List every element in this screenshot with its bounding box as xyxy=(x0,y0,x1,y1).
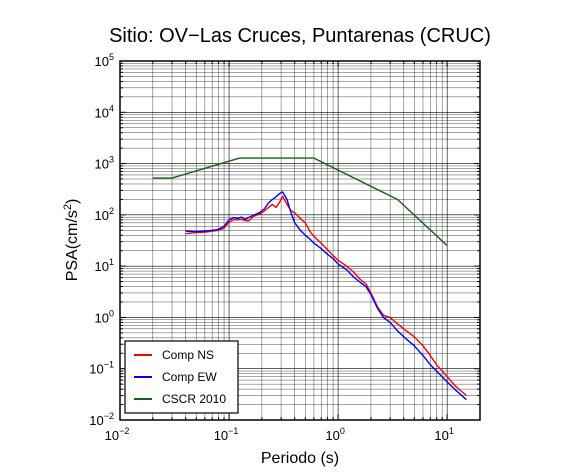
x-tick-label: 10−1 xyxy=(214,426,239,443)
series-line-comp-ew xyxy=(185,191,467,401)
series-line-comp-ns xyxy=(185,195,467,397)
x-tick-label: 101 xyxy=(434,426,453,443)
y-tick-label: 10−1 xyxy=(89,360,114,377)
y-tick-label: 104 xyxy=(95,103,114,120)
legend: Comp NS Comp EW CSCR 2010 xyxy=(124,340,239,414)
y-tick-label: 100 xyxy=(95,308,114,325)
grid-lines xyxy=(119,60,481,421)
y-tick-label: 102 xyxy=(95,206,114,223)
y-tick-label: 101 xyxy=(95,257,114,274)
y-tick-label: 105 xyxy=(95,52,114,69)
chart-title: Sitio: OV−Las Cruces, Puntarenas (CRUC) xyxy=(109,25,491,47)
x-tick-label: 10−2 xyxy=(105,426,130,443)
x-tick-label: 100 xyxy=(325,426,344,443)
axis-ticks: 10−2 10−1 100 101 10−2 10−1 100 101 102 103 104 105 xyxy=(89,52,481,443)
y-tick-label: 10−2 xyxy=(89,411,114,428)
plot-frame xyxy=(119,60,481,421)
y-axis-label: PSA(cm/s2) xyxy=(62,199,81,282)
x-axis-label: Periodo (s) xyxy=(261,450,339,467)
y-tick-label: 103 xyxy=(95,155,114,172)
legend-label-comp-ew: Comp EW xyxy=(162,370,217,384)
legend-label-comp-ns: Comp NS xyxy=(162,348,214,362)
legend-label-cscr-2010: CSCR 2010 xyxy=(162,392,226,406)
series-line-cscr-2010 xyxy=(152,157,448,247)
series-layer xyxy=(152,157,467,401)
